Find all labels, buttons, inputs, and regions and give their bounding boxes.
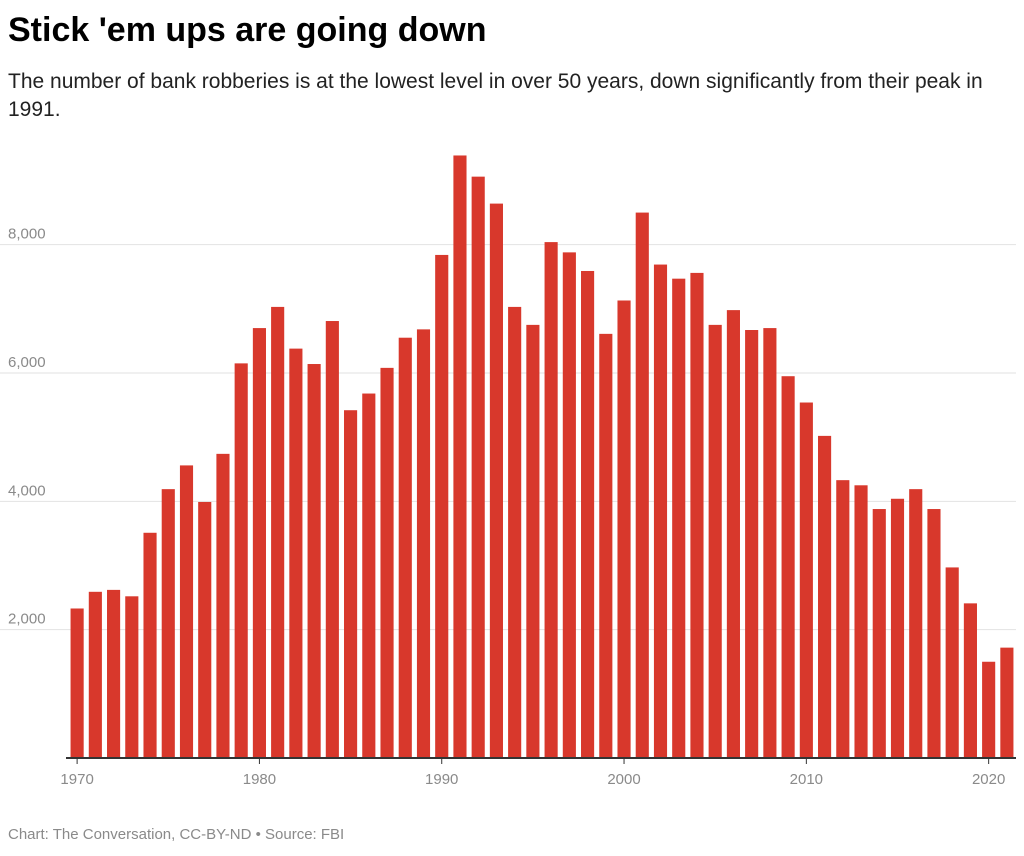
bar <box>125 596 139 758</box>
bar <box>143 532 157 758</box>
bar <box>672 278 686 758</box>
y-tick-label: 6,000 <box>8 354 46 371</box>
bar <box>107 589 121 758</box>
bar <box>179 465 194 758</box>
bar <box>963 603 977 758</box>
bar <box>234 363 248 758</box>
y-axis-ticks: 2,000 4,000 6,000 8,000 <box>8 226 46 628</box>
bar <box>690 272 704 758</box>
bar <box>161 489 175 758</box>
bar <box>471 176 485 758</box>
x-axis-ticks: 1970 1980 1990 2000 2010 2020 <box>60 758 1005 788</box>
bar <box>435 254 449 758</box>
bar <box>526 324 540 758</box>
x-tick-label: 1970 <box>60 771 93 788</box>
bar <box>617 300 631 758</box>
bar <box>763 328 777 758</box>
bar <box>854 485 868 758</box>
bar <box>708 324 722 758</box>
bar <box>307 364 321 758</box>
bar <box>198 501 212 758</box>
bar <box>562 252 576 758</box>
x-tick-label: 2000 <box>607 771 640 788</box>
bar <box>453 155 467 759</box>
bar <box>362 393 376 758</box>
bar <box>1000 647 1014 758</box>
y-tick-label: 4,000 <box>8 482 46 499</box>
bar <box>271 306 285 758</box>
bar <box>289 348 303 758</box>
x-tick-label: 2010 <box>790 771 823 788</box>
bar <box>216 453 230 758</box>
bars <box>70 155 1014 759</box>
source-footer: Chart: The Conversation, CC-BY-ND • Sour… <box>8 826 345 843</box>
bar <box>489 203 503 759</box>
bar <box>818 435 832 758</box>
y-tick-label: 8,000 <box>8 226 46 243</box>
bar <box>88 591 102 758</box>
bar <box>70 608 84 758</box>
y-tick-label: 2,000 <box>8 611 46 628</box>
bar <box>799 402 813 758</box>
bar <box>635 212 649 759</box>
bar-chart: 2,000 4,000 6,000 8,000 1970 1980 1990 2000 201… <box>0 155 1016 788</box>
bar <box>890 498 905 758</box>
bar <box>945 567 959 758</box>
bar <box>836 480 850 758</box>
bar <box>380 367 394 758</box>
bar <box>325 321 339 758</box>
bar <box>252 328 266 758</box>
bar <box>344 410 358 758</box>
bar <box>508 306 522 758</box>
bar <box>599 333 613 758</box>
bar <box>927 509 941 758</box>
bar <box>982 661 996 758</box>
chart-title: Stick 'em ups are going down <box>8 11 487 49</box>
bar <box>726 310 740 758</box>
bar <box>745 330 759 758</box>
x-tick-label: 1990 <box>425 771 458 788</box>
bar <box>416 329 431 758</box>
bar <box>398 337 412 758</box>
chart-subtitle: The number of bank robberies is at the l… <box>8 70 983 121</box>
bar <box>781 376 795 758</box>
x-tick-label: 1980 <box>243 771 276 788</box>
bar <box>544 242 558 759</box>
bar <box>653 264 668 758</box>
x-tick-label: 2020 <box>972 771 1005 788</box>
bar <box>872 509 886 758</box>
bar <box>909 489 923 758</box>
bar <box>581 270 595 758</box>
